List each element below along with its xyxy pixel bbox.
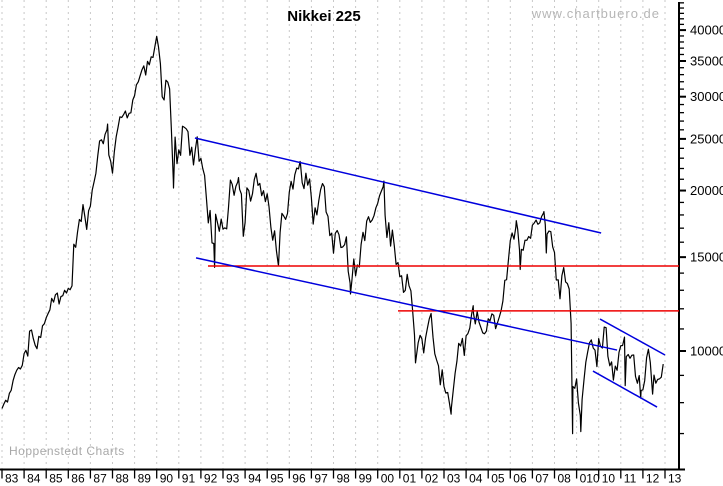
svg-text:87: 87 — [93, 472, 107, 486]
svg-text:98: 98 — [337, 472, 351, 486]
svg-text:25000: 25000 — [690, 131, 723, 146]
svg-text:01: 01 — [403, 472, 417, 486]
svg-text:010: 010 — [580, 472, 600, 486]
svg-text:93: 93 — [226, 472, 240, 486]
svg-text:05: 05 — [491, 472, 505, 486]
svg-text:15000: 15000 — [690, 250, 723, 265]
svg-text:99: 99 — [359, 472, 373, 486]
svg-text:08: 08 — [558, 472, 572, 486]
svg-text:10000: 10000 — [690, 344, 723, 359]
svg-text:13: 13 — [668, 472, 682, 486]
svg-text:86: 86 — [71, 472, 85, 486]
svg-text:83: 83 — [5, 472, 19, 486]
svg-text:00: 00 — [381, 472, 395, 486]
credit-label: Hoppenstedt Charts — [9, 444, 125, 458]
svg-text:84: 84 — [27, 472, 41, 486]
svg-text:95: 95 — [270, 472, 284, 486]
svg-text:40000: 40000 — [690, 23, 723, 38]
svg-text:88: 88 — [116, 472, 130, 486]
svg-text:97: 97 — [314, 472, 328, 486]
watermark: www.chartbuero.de — [531, 6, 660, 21]
chart-title: Nikkei 225 — [287, 8, 361, 25]
svg-text:07: 07 — [535, 472, 549, 486]
svg-text:20000: 20000 — [690, 183, 723, 198]
svg-text:03: 03 — [447, 472, 461, 486]
svg-text:90: 90 — [160, 472, 174, 486]
svg-text:30000: 30000 — [690, 89, 723, 104]
svg-text:91: 91 — [182, 472, 196, 486]
svg-text:04: 04 — [469, 472, 483, 486]
svg-text:11: 11 — [624, 472, 637, 486]
svg-text:12: 12 — [646, 472, 660, 486]
svg-text:94: 94 — [248, 472, 262, 486]
svg-text:92: 92 — [204, 472, 218, 486]
svg-text:35000: 35000 — [690, 54, 723, 69]
svg-text:85: 85 — [49, 472, 63, 486]
svg-text:89: 89 — [138, 472, 152, 486]
svg-text:96: 96 — [292, 472, 306, 486]
svg-text:06: 06 — [513, 472, 527, 486]
svg-text:02: 02 — [425, 472, 439, 486]
svg-text:10: 10 — [602, 472, 616, 486]
